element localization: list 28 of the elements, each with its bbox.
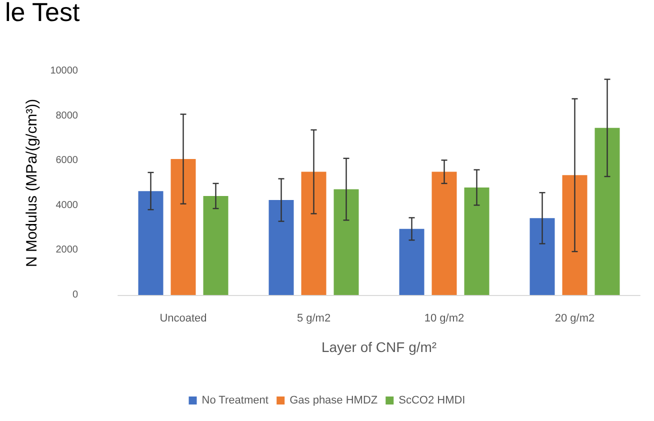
y-tick-label: 6000 [56, 155, 78, 166]
bar [594, 128, 620, 295]
bar [562, 175, 588, 295]
y-tick-label: 4000 [56, 200, 78, 211]
y-axis-title: N Modulus (MPa/(g/cm³)) [23, 98, 40, 268]
bar [464, 187, 490, 295]
bar [399, 228, 424, 295]
x-tick-label: Uncoated [160, 312, 207, 324]
bar [203, 196, 228, 295]
bar [138, 191, 164, 295]
legend-label: No Treatment [202, 394, 268, 406]
legend-label: Gas phase HMDZ [290, 394, 378, 406]
x-axis-title: Layer of CNF g/m² [321, 339, 437, 355]
bar [268, 200, 294, 295]
y-tick-label: 2000 [56, 244, 78, 256]
bar [334, 189, 359, 295]
x-tick-label: 20 g/m2 [554, 312, 595, 324]
y-tick-label: 10000 [50, 66, 78, 76]
bar [432, 172, 457, 295]
y-tick-label: 0 [72, 290, 78, 300]
y-tick-label: 8000 [56, 110, 78, 122]
legend-label: ScCO2 HMDI [398, 394, 466, 406]
x-tick-label: 10 g/m2 [424, 312, 464, 324]
bar [301, 172, 326, 295]
x-tick-label: 5 g/m2 [296, 312, 331, 324]
bar [530, 218, 555, 295]
bar [170, 159, 196, 295]
chart-title: le Test [5, 0, 80, 27]
